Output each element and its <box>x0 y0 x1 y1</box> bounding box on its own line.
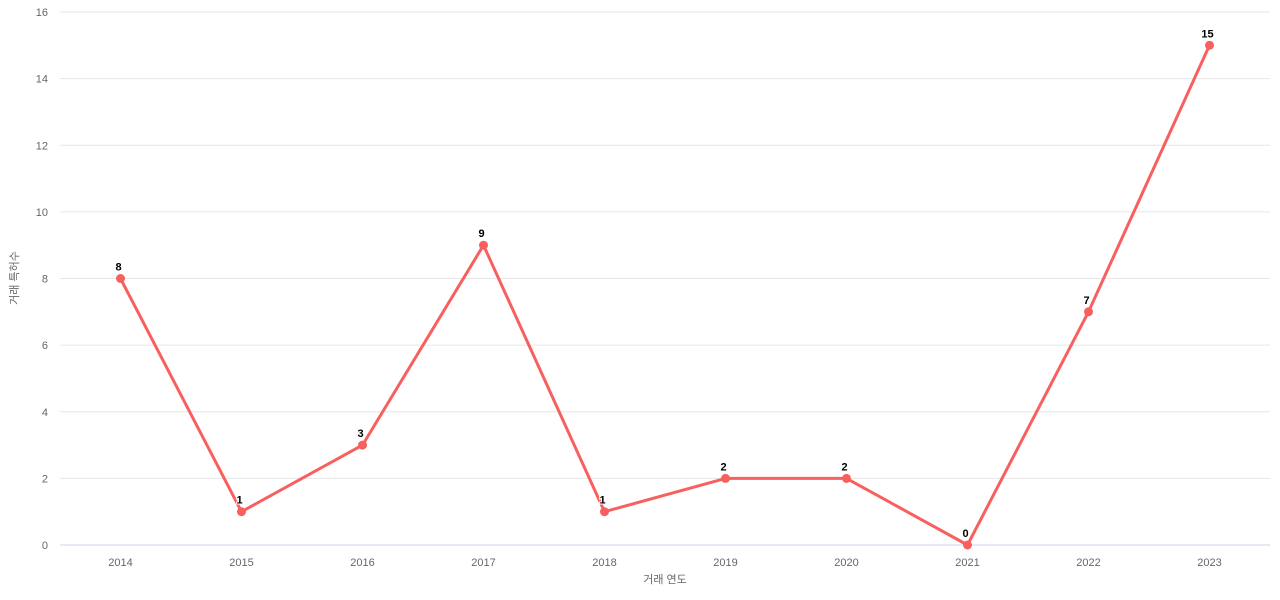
data-labels: 8 1 3 9 1 2 2 0 7 15 <box>114 27 1214 541</box>
x-tick-label: 2017 <box>471 557 495 569</box>
data-point-2018[interactable] <box>600 507 609 517</box>
y-tick-label: 0 <box>42 540 48 552</box>
x-tick-label: 2023 <box>1197 557 1221 569</box>
x-tick-label: 2016 <box>350 557 374 569</box>
data-point-2020[interactable] <box>842 473 851 483</box>
x-tick-label: 2020 <box>834 557 858 569</box>
data-point-2021[interactable] <box>963 540 972 550</box>
y-tick-label: 12 <box>36 140 48 152</box>
y-axis-labels: 0 2 4 6 8 10 12 14 16 <box>36 7 48 552</box>
x-tick-label: 2022 <box>1076 557 1100 569</box>
data-label: 2 <box>720 461 726 473</box>
y-tick-label: 14 <box>36 74 48 86</box>
x-tick-label: 2021 <box>955 557 979 569</box>
data-label: 2 <box>841 461 847 473</box>
x-axis-labels: 2014 2015 2016 2017 2018 2019 2020 2021 2022 2023 <box>108 557 1221 569</box>
data-label: 1 <box>599 495 605 507</box>
y-axis-title: 거래 특허수 <box>8 251 21 305</box>
data-label: 8 <box>115 262 121 274</box>
data-point-2023[interactable] <box>1205 40 1214 50</box>
data-point-2019[interactable] <box>721 473 730 483</box>
y-tick-label: 4 <box>42 407 48 419</box>
y-tick-label: 16 <box>36 7 48 19</box>
data-point-2016[interactable] <box>358 440 367 450</box>
series-group <box>116 40 1214 550</box>
data-label: 0 <box>962 528 968 540</box>
y-tick-label: 6 <box>42 340 48 352</box>
data-label: 1 <box>236 495 242 507</box>
y-tick-label: 8 <box>42 274 48 286</box>
gridlines <box>60 11 1270 546</box>
y-tick-label: 10 <box>36 207 48 219</box>
x-tick-label: 2019 <box>713 557 737 569</box>
data-point-2017[interactable] <box>479 240 488 250</box>
data-point-2015[interactable] <box>237 507 246 517</box>
data-label: 9 <box>478 228 484 240</box>
x-axis-title: 거래 연도 <box>643 573 687 586</box>
series-line <box>119 43 1211 547</box>
x-tick-label: 2014 <box>108 557 132 569</box>
data-point-2014[interactable] <box>116 274 125 283</box>
data-label: 7 <box>1083 295 1089 307</box>
data-label: 15 <box>1201 28 1213 40</box>
x-tick-label: 2018 <box>592 557 616 569</box>
x-tick-label: 2015 <box>229 557 253 569</box>
y-tick-label: 2 <box>42 473 48 485</box>
data-point-2022[interactable] <box>1084 307 1093 317</box>
data-label: 3 <box>357 428 363 440</box>
